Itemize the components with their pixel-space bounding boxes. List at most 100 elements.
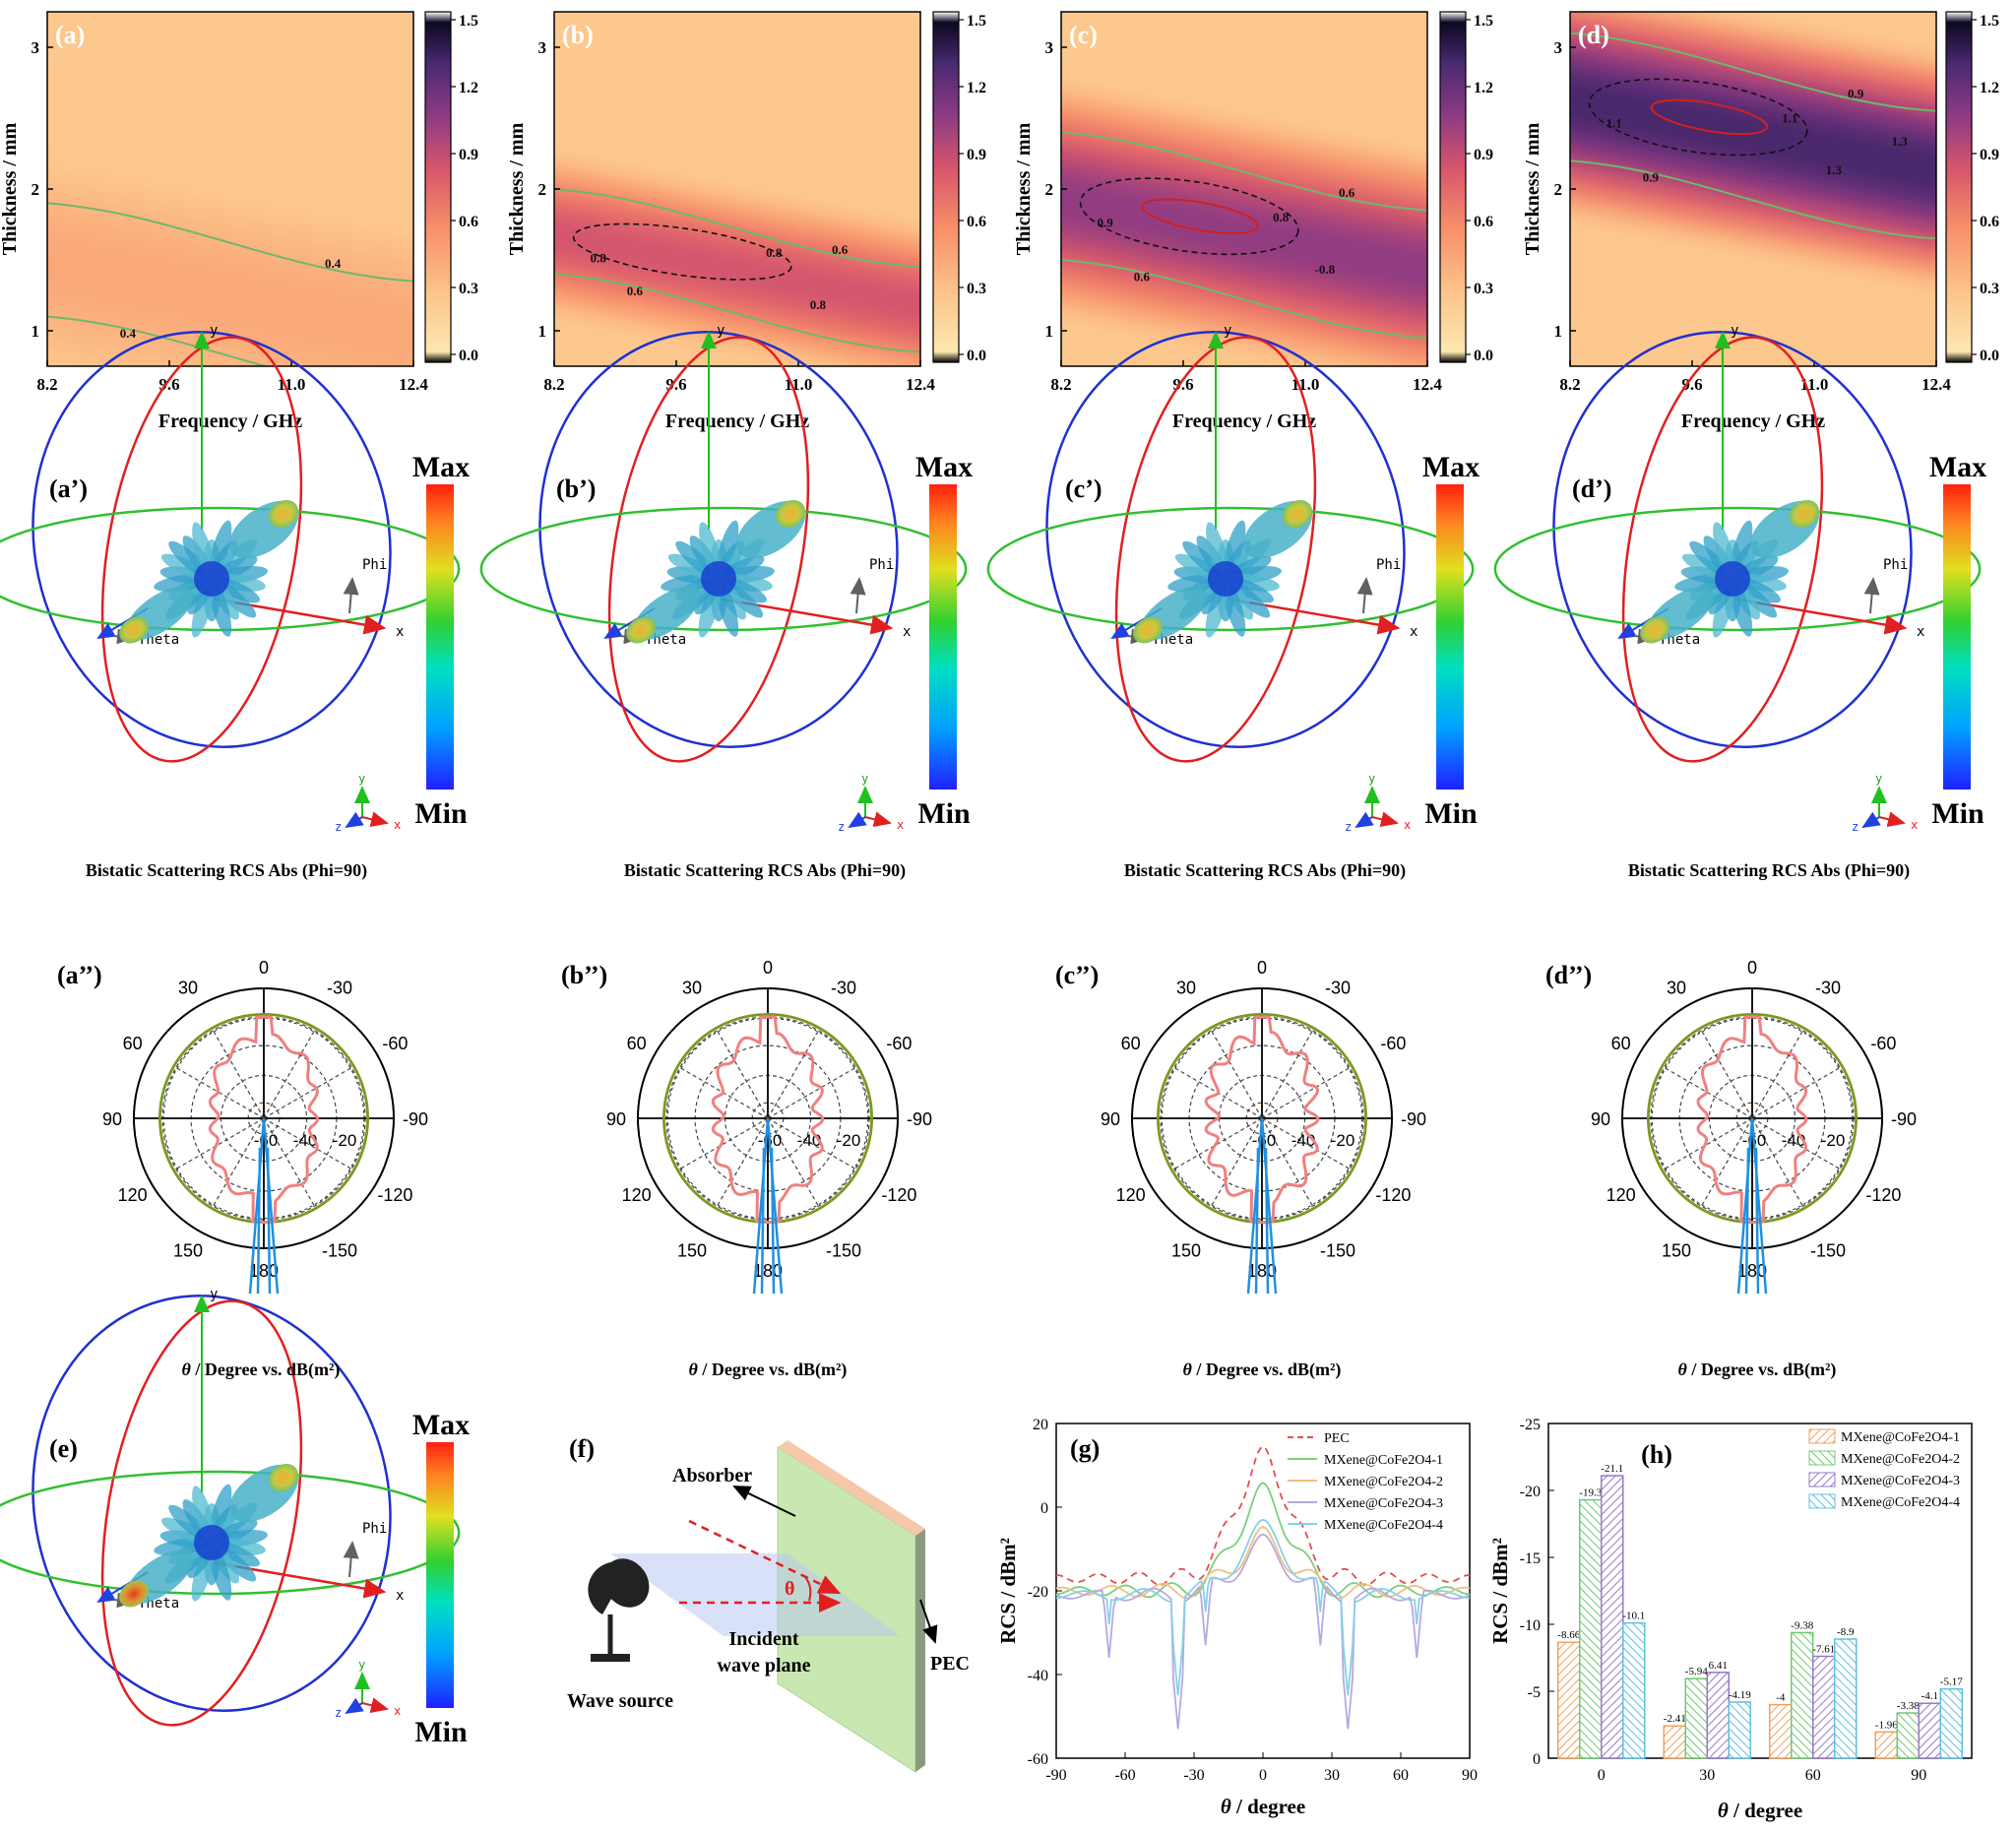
colorbar-min-label: Min <box>917 797 971 830</box>
bar-value-label: 6.41 <box>1709 1660 1728 1672</box>
polar-angle-label: 180 <box>249 1261 279 1281</box>
contour-value-label: 1.3 <box>1892 134 1909 149</box>
polar-angle-label: -120 <box>881 1185 916 1205</box>
bar-value-label: -8.9 <box>1837 1626 1855 1638</box>
panel-label: (h) <box>1641 1440 1672 1469</box>
y-tick-label: 1 <box>32 322 40 341</box>
polar-spoke <box>1751 1030 1803 1119</box>
colorbar-min-label: Min <box>414 1716 468 1748</box>
caption-theta: θ <box>1183 1360 1193 1379</box>
contour-line-upper <box>1061 131 1427 212</box>
lobe-back-tip <box>1133 616 1163 644</box>
colorbar-tick-label: 0.0 <box>459 348 478 364</box>
polar-spoke <box>767 1067 856 1119</box>
phi-label: Phi <box>1376 557 1401 573</box>
triad-y-letter: y <box>358 772 365 786</box>
contour-value-label: 0.8 <box>591 250 607 265</box>
triad-z-letter: z <box>838 820 845 834</box>
polar-angle-label: -30 <box>1325 979 1351 998</box>
x-tick-label: 9.6 <box>158 375 179 394</box>
contour-line-lower <box>47 315 269 366</box>
polar-angle-label: 60 <box>1121 1034 1141 1053</box>
polar-angle-label: -60 <box>1870 1034 1896 1053</box>
polar-angle-label: -30 <box>327 979 352 998</box>
bar-value-label: -4.19 <box>1729 1689 1751 1701</box>
polar-angle-label: 30 <box>682 979 702 998</box>
polar-dotted-ring <box>1161 1017 1363 1220</box>
triad-y-letter: y <box>861 772 868 786</box>
bar <box>1896 1712 1920 1759</box>
polar-spoke <box>1664 1117 1753 1170</box>
legend-swatch <box>1808 1493 1836 1509</box>
x-tick-label: 90 <box>1462 1767 1478 1784</box>
colorbar-tick-label: 0.6 <box>459 214 478 230</box>
triad-x-arrow <box>361 1697 389 1714</box>
polar-angle-label: -90 <box>1891 1109 1917 1129</box>
contour-panel-3: 0.90.91.1 1.11.31.3(d)8.2 9.6 11.0 12.4123Fr… <box>1522 11 1999 432</box>
phi-arrow <box>343 1541 359 1578</box>
polar-angle-label: 60 <box>627 1034 647 1053</box>
polar-angle-label: -30 <box>1815 979 1841 998</box>
bar-value-label: -1.96 <box>1875 1719 1898 1731</box>
polar-angle-label: 90 <box>606 1109 626 1129</box>
bar <box>1834 1638 1858 1759</box>
colorbar-min-label: Min <box>1931 797 1984 830</box>
colorbar-max-label: Max <box>1929 451 1986 483</box>
polar-spoke <box>717 1117 769 1207</box>
x-tick-label: 90 <box>1911 1767 1926 1784</box>
y-axis-letter: y <box>210 323 218 339</box>
polar-spoke <box>1261 1067 1351 1119</box>
polar-angle-label: -60 <box>382 1034 408 1053</box>
panel-label: (d’) <box>1572 474 1611 503</box>
panel-label: (b’’) <box>561 961 607 989</box>
polar-pattern-curve <box>711 1015 825 1225</box>
contour-value-label: 0.6 <box>1339 185 1355 200</box>
polar-spoke <box>263 1117 352 1170</box>
contour-panel-0: 0.4 0.4 (a) 8.2 9.6 11.0 12.4 1 2 3 Frequency / GH… <box>0 11 478 432</box>
legend-swatch <box>1808 1472 1836 1487</box>
triad-x-arrow <box>1878 811 1906 828</box>
polar-pattern-curve <box>1696 1015 1808 1225</box>
jet-colorbar <box>426 1442 454 1708</box>
phi-arrow <box>343 577 359 614</box>
x-tick-label: 9.6 <box>1172 375 1193 394</box>
polar-spoke <box>1261 1117 1313 1207</box>
x-tick-label: 9.6 <box>665 375 686 394</box>
y-axis-label: Thickness / mm <box>506 122 528 255</box>
x-tick-label: 0 <box>1598 1767 1606 1784</box>
colorbar-tick-label: 0.3 <box>967 281 986 297</box>
polar-pattern-curve <box>1204 1015 1320 1225</box>
panel-label: (d’’) <box>1545 961 1592 989</box>
x-axis-letter: x <box>903 624 911 640</box>
polar-angle-label: 0 <box>763 958 773 978</box>
caption-theta: θ <box>1678 1360 1688 1379</box>
contour-line-red <box>1141 198 1260 234</box>
dish-face <box>602 1558 650 1608</box>
contour-field <box>47 156 413 366</box>
panel-label: (e) <box>49 1434 78 1463</box>
y-axis-letter: y <box>210 1287 218 1302</box>
y-tick-label: -15 <box>1520 1550 1541 1567</box>
sphere-circle-blue <box>538 331 899 748</box>
contour-value-label: 1.3 <box>1826 162 1843 177</box>
triad-z-arrow <box>1861 811 1881 829</box>
y-tick-label: 2 <box>1554 180 1563 199</box>
contour-line-red <box>1650 98 1769 136</box>
x-axis-label: Frequency / GHz <box>1681 411 1825 432</box>
caption-rest: / Degree vs. dB(m²) <box>1192 1360 1342 1380</box>
polar-beam <box>248 1117 280 1295</box>
colorbar-tick-label: 0.3 <box>459 281 478 297</box>
colorbar-tick-label: 1.2 <box>459 80 478 96</box>
scattering-pattern <box>626 499 806 644</box>
sphere-circle-red <box>1114 336 1317 763</box>
phi-label: Phi <box>1883 557 1908 573</box>
polar-angle-label: -120 <box>377 1185 412 1205</box>
bar-value-label: -9.38 <box>1791 1619 1813 1631</box>
contour-value-label: 1.1 <box>1606 116 1622 131</box>
triad-x-letter: x <box>897 818 904 832</box>
polar-radial-label: -20 <box>837 1131 861 1150</box>
polar-angle-label: 120 <box>1116 1185 1146 1205</box>
contour-line-dashed <box>1079 177 1299 256</box>
polar-spoke <box>213 1030 265 1119</box>
